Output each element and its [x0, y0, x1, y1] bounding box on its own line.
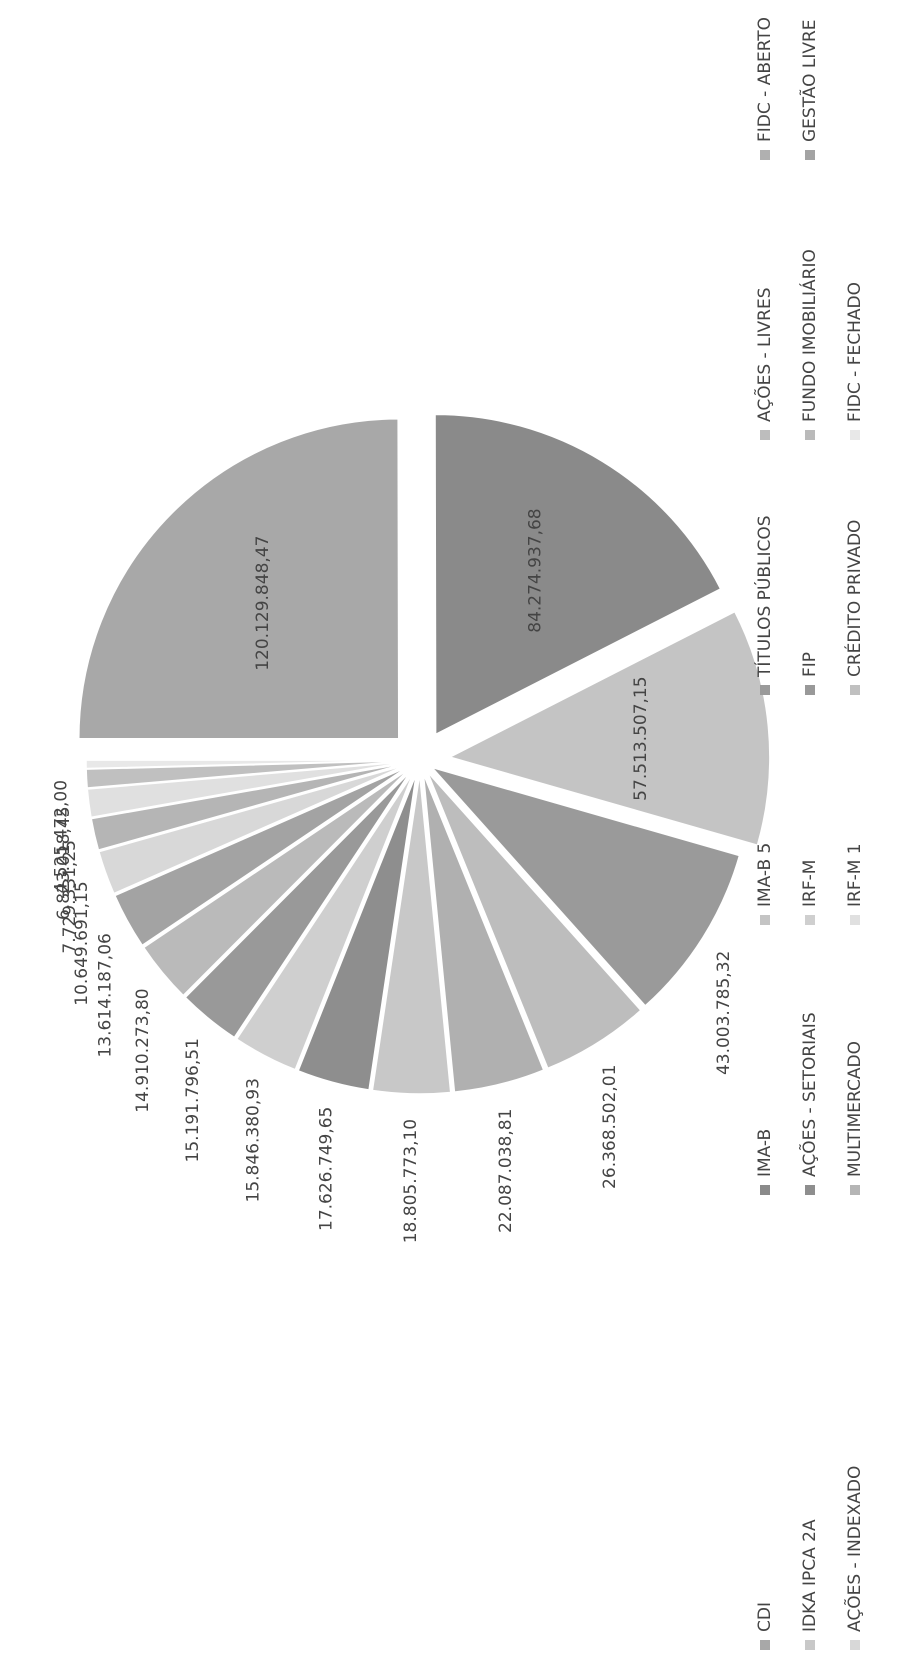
data-label: 15.846.380,93 [244, 1078, 264, 1202]
pie-slice [434, 413, 722, 736]
pie-slice [86, 761, 407, 819]
legend-label: FIDC - FECHADO [845, 282, 865, 422]
data-label: 120.129.848,47 [253, 536, 273, 671]
data-label: 18.805.773,10 [401, 1119, 421, 1243]
legend-swatch [760, 150, 770, 160]
legend-label: FUNDO IMOBILIÁRIO [798, 249, 820, 422]
pie-slice [426, 771, 642, 1070]
legend-swatch [805, 430, 815, 440]
data-label: 14.910.273,80 [133, 988, 153, 1112]
pie-slice [184, 770, 412, 1039]
rotated-canvas: 120.129.848,47 84.274.937,68 57.513.507,15… [52, 17, 865, 1650]
data-label: 17.626.749,65 [317, 1107, 337, 1231]
legend-label: IRF-M 1 [845, 843, 865, 907]
pie-slice [142, 768, 410, 997]
data-label: 57.513.507,15 [631, 676, 651, 800]
legend-swatch [850, 1185, 860, 1195]
pie-slice [447, 610, 771, 847]
legend-label: IMA-B 5 [755, 843, 775, 907]
legend-swatch [805, 1640, 815, 1650]
legend-swatch [760, 1640, 770, 1650]
data-label: 6.823.018,45 [54, 806, 74, 920]
legend-label: IMA-B [755, 1129, 775, 1177]
legend-swatch [850, 430, 860, 440]
data-label: 7.729.331,25 [60, 840, 80, 954]
data-label: 43.003.785,32 [714, 951, 734, 1075]
pie-slice [371, 773, 452, 1095]
data-label: 26.368.502,01 [600, 1065, 620, 1189]
pie-slice [429, 765, 741, 1007]
pie-slice [297, 773, 418, 1091]
legend-swatch [760, 915, 770, 925]
data-label: 10.649.691,15 [72, 881, 92, 1005]
legend-label: CDI [755, 1602, 775, 1632]
legend-swatch [850, 685, 860, 695]
pie-slice [85, 759, 407, 770]
legend-label: FIP [800, 652, 820, 677]
legend-swatch [850, 915, 860, 925]
pie-slice [90, 762, 407, 852]
pie-slice [113, 766, 409, 947]
pie-slice [422, 773, 545, 1093]
legend-label: AÇÕES - SETORIAIS [798, 1012, 820, 1177]
legend-label: AÇÕES - LIVRES [753, 287, 775, 422]
legend-label: IDKA IPCA 2A [800, 1519, 820, 1632]
data-label: 4.525.472,00 [52, 780, 72, 894]
legend-swatch [805, 685, 815, 695]
legend-swatch [850, 1640, 860, 1650]
legend-swatch [805, 150, 815, 160]
data-label: 15.191.796,51 [183, 1038, 203, 1162]
pie-slice [78, 418, 400, 740]
legend-swatch [760, 430, 770, 440]
legend-swatch [760, 685, 770, 695]
legend-label: GESTÃO LIVRE [798, 19, 820, 142]
legend-label: FIDC - ABERTO [755, 17, 775, 142]
pie-slice [97, 764, 408, 895]
legend-label: TÍTULOS PÚBLICOS [753, 515, 775, 678]
data-label: 13.614.187,06 [96, 933, 116, 1057]
legend-label: IRF-M [800, 860, 820, 907]
legend-label: MULTIMERCADO [845, 1041, 865, 1177]
legend-swatch [760, 1185, 770, 1195]
legend-swatch [805, 1185, 815, 1195]
legend-label: AÇÕES - INDEXADO [843, 1466, 865, 1632]
legend-label: CRÉDITO PRIVADO [843, 520, 865, 677]
data-label: 22.087.038,81 [496, 1109, 516, 1233]
pie-slice [235, 771, 415, 1071]
data-label: 84.274.937,68 [526, 508, 546, 632]
legend-swatch [805, 915, 815, 925]
